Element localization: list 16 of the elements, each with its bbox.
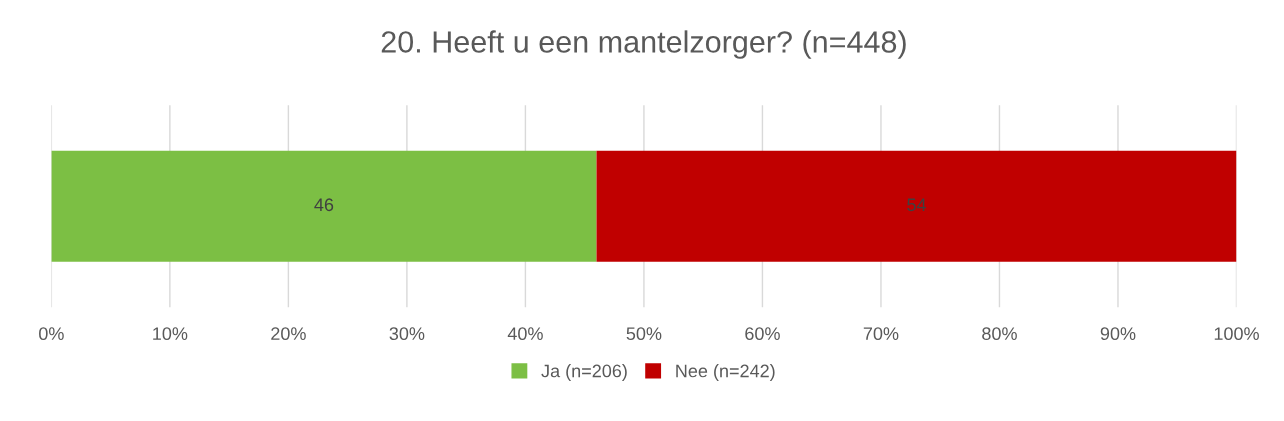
x-tick-label: 50% <box>626 327 662 341</box>
chart-title: 20. Heeft u een mantelzorger? (n=448) <box>381 30 906 59</box>
x-tick-label: 90% <box>1100 327 1136 341</box>
legend-label: Ja (n=206) <box>541 364 627 381</box>
x-tick-label: 70% <box>863 327 899 341</box>
x-tick-label: 30% <box>389 327 425 341</box>
x-tick-label: 10% <box>153 327 188 341</box>
x-tick-label: 40% <box>507 327 543 341</box>
x-tick-label: 20% <box>271 327 306 341</box>
x-tick-label: 100% <box>1214 327 1259 341</box>
data-label: 46 <box>314 198 334 212</box>
x-tick-label: 60% <box>745 327 780 341</box>
data-label: 54 <box>907 198 927 212</box>
x-tick-label: 80% <box>982 327 1017 341</box>
legend-label: Nee (n=242) <box>676 364 775 381</box>
x-tick-label: 0% <box>39 327 64 341</box>
